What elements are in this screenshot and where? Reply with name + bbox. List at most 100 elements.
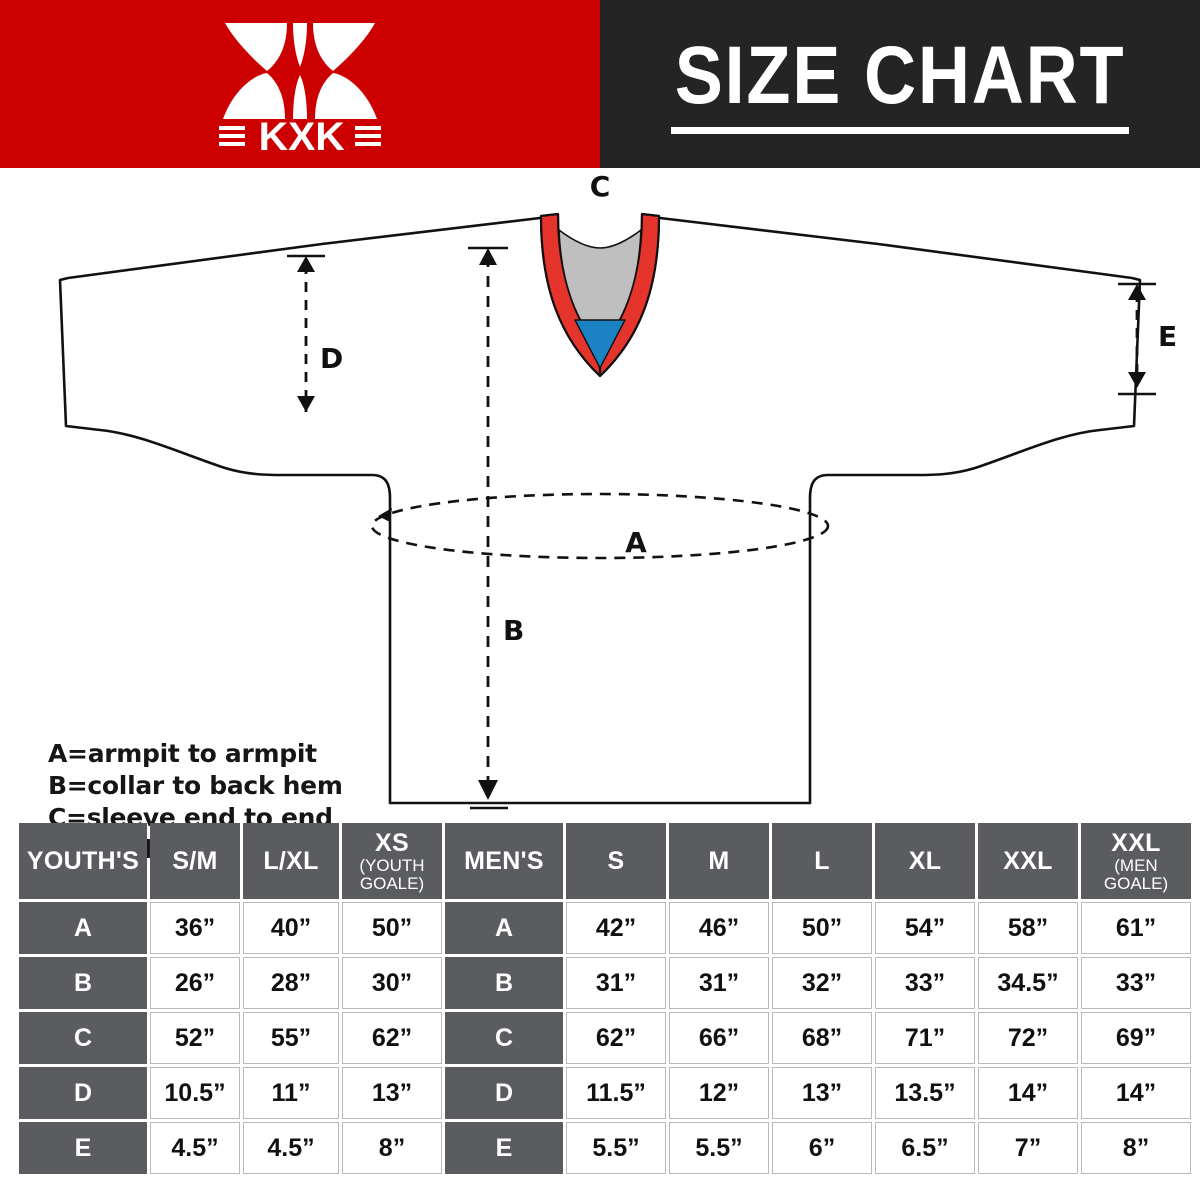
header-men-m: M	[669, 823, 769, 899]
table-row: E 4.5” 4.5” 8” E 5.5” 5.5” 6” 6.5” 7” 8”	[19, 1122, 1191, 1174]
cell-men-s: 42”	[566, 902, 666, 954]
header-youths: YOUTH'S	[19, 823, 147, 899]
row-label-men: A	[445, 902, 563, 954]
header-label: S	[607, 846, 625, 875]
row-label-youth: E	[19, 1122, 147, 1174]
table-row: D 10.5” 11” 13” D 11.5” 12” 13” 13.5” 14…	[19, 1067, 1191, 1119]
dimension-d	[287, 254, 325, 412]
size-table-container: YOUTH'S S/M L/XL XS (YOUTH GOALE) MEN'S S …	[16, 820, 1191, 1177]
header-label: M	[708, 846, 730, 875]
legend-line-b: B=collar to back hem	[48, 771, 343, 800]
jersey-diagram: C D E A B A=armpit to armpit B=collar to…	[0, 168, 1200, 896]
cell-youth-lxl: 55”	[243, 1012, 339, 1064]
table-body: A 36” 40” 50” A 42” 46” 50” 54” 58” 61” …	[19, 902, 1191, 1174]
row-label-youth: B	[19, 957, 147, 1009]
table-row: A 36” 40” 50” A 42” 46” 50” 54” 58” 61”	[19, 902, 1191, 954]
header-men-xxl: XXL	[978, 823, 1078, 899]
cell-men-xxl-goale: 14”	[1081, 1067, 1191, 1119]
cell-men-s: 11.5”	[566, 1067, 666, 1119]
label-e: E	[1158, 320, 1177, 353]
size-table: YOUTH'S S/M L/XL XS (YOUTH GOALE) MEN'S S …	[16, 820, 1194, 1177]
row-label-men: D	[445, 1067, 563, 1119]
page-title: SIZE CHART	[674, 29, 1126, 121]
cell-men-l: 13”	[772, 1067, 872, 1119]
dimension-b	[468, 246, 508, 810]
cell-youth-xs: 30”	[342, 957, 442, 1009]
cell-men-l: 68”	[772, 1012, 872, 1064]
cell-men-l: 6”	[772, 1122, 872, 1174]
row-label-men: E	[445, 1122, 563, 1174]
label-c: C	[590, 170, 611, 203]
jersey-outline	[58, 216, 1142, 805]
cell-youth-lxl: 11”	[243, 1067, 339, 1119]
header-youth-sm: S/M	[150, 823, 240, 899]
cell-men-xxl-goale: 8”	[1081, 1122, 1191, 1174]
cell-youth-xs: 13”	[342, 1067, 442, 1119]
header-label: L/XL	[263, 846, 319, 875]
jersey-svg: C D E A B	[58, 170, 1177, 810]
collar	[539, 212, 661, 378]
cell-men-s: 62”	[566, 1012, 666, 1064]
table-header-row: YOUTH'S S/M L/XL XS (YOUTH GOALE) MEN'S S …	[19, 823, 1191, 899]
cell-men-xxl: 34.5”	[978, 957, 1078, 1009]
header-men-xxl-goale: XXL (MEN GOALE)	[1081, 823, 1191, 899]
header-label: XL	[908, 846, 942, 875]
cell-youth-lxl: 4.5”	[243, 1122, 339, 1174]
header-youth-xs-goale: XS (YOUTH GOALE)	[342, 823, 442, 899]
cell-youth-lxl: 40”	[243, 902, 339, 954]
cell-men-m: 66”	[669, 1012, 769, 1064]
cell-men-xl: 6.5”	[875, 1122, 975, 1174]
cell-youth-sm: 52”	[150, 1012, 240, 1064]
cell-youth-sm: 26”	[150, 957, 240, 1009]
cell-men-xl: 54”	[875, 902, 975, 954]
header-label: XXL	[1003, 846, 1053, 875]
header-mens: MEN'S	[445, 823, 563, 899]
cell-youth-sm: 10.5”	[150, 1067, 240, 1119]
label-b: B	[503, 614, 524, 647]
cell-youth-xs: 50”	[342, 902, 442, 954]
table-row: C 52” 55” 62” C 62” 66” 68” 71” 72” 69”	[19, 1012, 1191, 1064]
label-a: A	[625, 526, 647, 559]
row-label-men: C	[445, 1012, 563, 1064]
cell-youth-sm: 4.5”	[150, 1122, 240, 1174]
cell-men-xxl: 72”	[978, 1012, 1078, 1064]
cell-men-xxl: 58”	[978, 902, 1078, 954]
title-panel: SIZE CHART	[600, 0, 1200, 168]
row-label-youth: A	[19, 902, 147, 954]
page-header: KXK KXK SIZE CHART	[0, 0, 1200, 168]
cell-men-s: 5.5”	[566, 1122, 666, 1174]
cell-men-xxl: 7”	[978, 1122, 1078, 1174]
cell-men-xxl-goale: 61”	[1081, 902, 1191, 954]
cell-men-s: 31”	[566, 957, 666, 1009]
header-men-xl: XL	[875, 823, 975, 899]
cell-men-xl: 33”	[875, 957, 975, 1009]
cell-men-m: 46”	[669, 902, 769, 954]
header-sublabel: (MEN GOALE)	[1103, 855, 1169, 893]
cell-youth-xs: 62”	[342, 1012, 442, 1064]
cell-men-l: 32”	[772, 957, 872, 1009]
cell-men-m: 12”	[669, 1067, 769, 1119]
cell-men-xl: 71”	[875, 1012, 975, 1064]
cell-men-m: 31”	[669, 957, 769, 1009]
title-underline	[671, 127, 1129, 135]
kxk-logo-icon: KXK	[219, 23, 381, 159]
header-label: XXL	[1111, 828, 1161, 857]
svg-text:KXK: KXK	[259, 113, 345, 155]
header-label: YOUTH'S	[26, 846, 140, 875]
table-row: B 26” 28” 30” B 31” 31” 32” 33” 34.5” 33…	[19, 957, 1191, 1009]
cell-men-xxl: 14”	[978, 1067, 1078, 1119]
cell-men-l: 50”	[772, 902, 872, 954]
cell-men-xxl-goale: 69”	[1081, 1012, 1191, 1064]
header-label: MEN'S	[464, 846, 544, 875]
cell-youth-xs: 8”	[342, 1122, 442, 1174]
legend-line-a: A=armpit to armpit	[48, 739, 317, 768]
cell-men-m: 5.5”	[669, 1122, 769, 1174]
dimension-e	[1118, 282, 1156, 396]
row-label-youth: C	[19, 1012, 147, 1064]
dimension-a	[370, 492, 830, 560]
kxk-logo: KXK KXK	[215, 15, 385, 159]
cell-youth-sm: 36”	[150, 902, 240, 954]
cell-youth-lxl: 28”	[243, 957, 339, 1009]
header-label: XS	[375, 828, 409, 857]
label-d: D	[320, 342, 343, 375]
